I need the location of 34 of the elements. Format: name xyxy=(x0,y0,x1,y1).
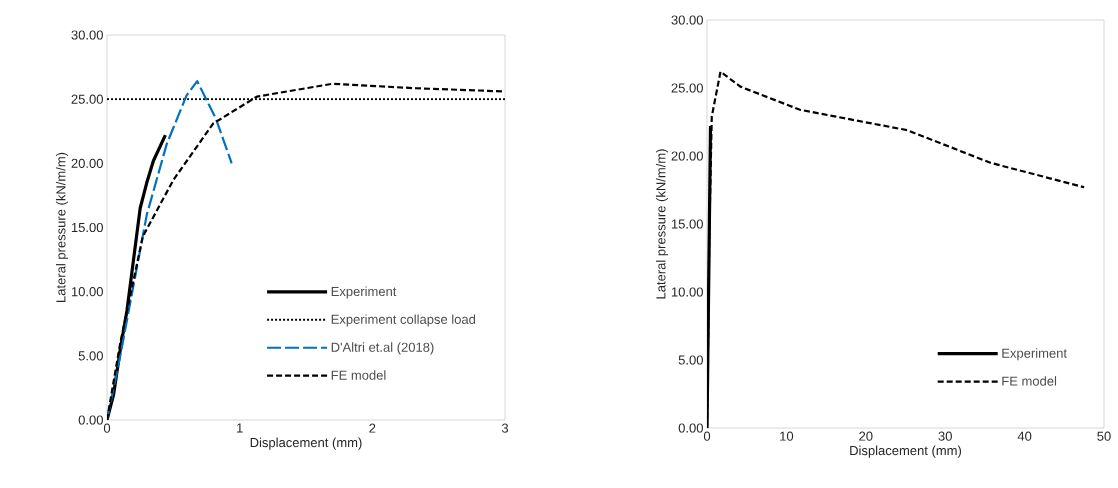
x-tick-label: 1 xyxy=(237,423,243,433)
y-tick-label: 15.00 xyxy=(671,219,703,229)
y-tick-label: 30.00 xyxy=(71,30,103,40)
y-tick-label: 5.00 xyxy=(78,351,103,361)
x-tick-label: 40 xyxy=(1017,431,1032,441)
y-tick-label: 25.00 xyxy=(671,83,703,93)
y-axis-title: Lateral pressure (kN/m/m) xyxy=(55,152,69,302)
x-tick-label: 20 xyxy=(859,431,873,441)
x-tick-label: 50 xyxy=(1097,431,1111,441)
legend-label: Experiment collapse load xyxy=(331,314,476,327)
y-tick-label: 15.00 xyxy=(71,222,103,233)
y-tick-label: 0.00 xyxy=(678,423,703,433)
legend-label: Experiment xyxy=(1002,348,1067,361)
y-tick-label: 25.00 xyxy=(71,94,103,104)
x-tick-label: 0 xyxy=(703,431,711,441)
legend-label: FE model xyxy=(331,370,386,380)
y-tick-label: 20.00 xyxy=(671,151,703,161)
y-tick-label: 20.00 xyxy=(71,158,103,168)
x-axis-title: Displacement (mm) xyxy=(250,437,362,450)
x-tick-label: 2 xyxy=(369,423,376,433)
y-tick-label: 10.00 xyxy=(71,287,103,297)
y-tick-label: 30.00 xyxy=(671,15,703,25)
x-tick-label: 30 xyxy=(938,431,952,441)
x-axis-title: Displacement (mm) xyxy=(850,445,962,458)
x-tick-label: 3 xyxy=(501,423,509,433)
x-tick-label: 0 xyxy=(103,423,111,433)
y-tick-label: 10.00 xyxy=(671,287,703,297)
x-tick-label: 10 xyxy=(780,431,794,441)
y-axis-title: Lateral pressure (kN/m/m) xyxy=(655,149,669,299)
y-tick-label: 0.00 xyxy=(78,415,103,425)
y-tick-label: 5.00 xyxy=(678,355,703,365)
legend-label: FE model xyxy=(1002,376,1057,386)
legend-label: Experiment xyxy=(331,286,397,299)
legend-label: D'Altri et.al (2018) xyxy=(331,342,434,355)
